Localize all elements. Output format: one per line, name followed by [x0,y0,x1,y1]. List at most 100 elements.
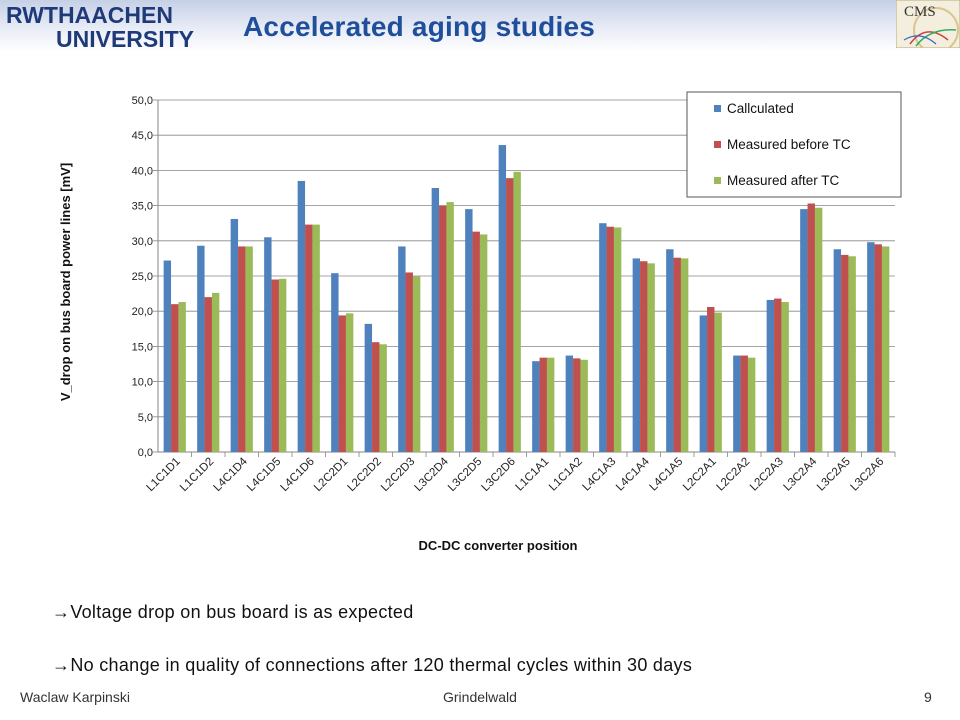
logo-line1: RWTHAACHEN [6,2,173,28]
bar [345,313,354,452]
bar [171,304,179,452]
bar [580,359,588,452]
bar [513,171,521,453]
bar [405,272,413,452]
bar [305,224,313,452]
y-tick-label: 50,0 [132,95,153,107]
x-tick-label: L2C2A1 [681,456,719,494]
bar [640,261,648,452]
x-tick-label: L1C1D1 [145,456,183,494]
logo-line2: UNIVERSITY [56,26,194,51]
bar [747,357,756,452]
bar [278,278,287,452]
legend-label: Measured after TC [727,173,840,188]
x-tick-label: L1C1D2 [178,456,216,494]
bar [331,273,339,452]
y-axis-title: V_drop on bus board power lines [mV] [58,163,73,401]
x-tick-label: L2C2D3 [379,456,417,494]
x-tick-label: L4C1A5 [647,456,685,494]
y-tick-label: 20,0 [132,306,153,318]
bar [565,355,574,452]
bar [833,249,842,452]
bullet-1-text: Voltage drop on bus board is as expected [70,602,414,622]
x-tick-label: L3C2D5 [446,456,484,494]
bar [238,246,246,452]
bar [364,323,373,452]
bar [714,312,722,452]
legend-swatch [714,177,721,184]
bar [774,298,782,452]
x-tick-label: L4C1D5 [245,456,283,494]
bar [211,292,220,452]
bullet-1: →Voltage drop on bus board is as expecte… [52,602,414,623]
bar-chart: 0,0 5,0 10,0 15,0 20,0 25,0 30,0 35,0 40,0 45,0 50… [58,91,902,553]
bar [807,203,815,452]
x-tick-label: L3C2A6 [848,456,886,494]
bar [647,263,655,452]
bar [606,226,614,452]
x-tick-label: L2C2D1 [312,456,350,494]
bar [800,209,808,452]
bar [506,178,514,453]
x-tick-label: L4C1D6 [279,456,317,494]
bar [264,237,272,452]
y-tick-label: 5,0 [138,412,153,424]
bar [546,357,555,452]
bar [573,358,581,452]
bullet-2-arrow: → [52,655,71,675]
bullet-1-arrow: → [52,602,71,622]
bar [431,188,440,452]
legend-label: Measured before TC [727,137,851,152]
bullet-2-text: No change in quality of connections afte… [70,655,693,675]
rwth-logo: RWTHAACHEN UNIVERSITY [4,1,194,52]
bar [245,246,253,452]
bullet-2: →No change in quality of connections aft… [52,655,692,676]
bar [412,276,421,452]
cms-logo: CMS [895,0,960,53]
legend-swatch [714,105,721,112]
x-axis-title: DC-DC converter position [419,538,578,553]
bar [297,180,306,452]
legend-swatch [714,141,721,148]
bar [379,344,387,452]
bar [781,302,789,452]
x-tick-label: L1C1A2 [547,456,585,494]
bar [539,357,547,452]
y-tick-label: 45,0 [132,130,153,142]
y-tick-label: 35,0 [132,201,153,213]
bar [707,306,715,452]
x-tick-label: L3C2A5 [815,456,853,494]
y-tick-label: 10,0 [132,377,153,389]
footer-author: Waclaw Karpinski [20,689,130,705]
bar [312,224,320,452]
bar [666,249,674,452]
bar [733,355,741,452]
x-tick-label: L4C1A4 [614,455,652,493]
bar [613,227,622,452]
bar [867,242,875,452]
x-tick-label: L4C1A3 [580,456,618,494]
bar [230,218,239,452]
x-tick-label: L3C2A4 [781,455,819,493]
slide-header: RWTHAACHEN UNIVERSITY Accelerated aging … [0,0,960,53]
footer-page-number: 9 [924,689,932,705]
y-tick-label: 0,0 [138,447,153,459]
cms-logo-text: CMS [904,4,936,20]
bar [197,245,205,452]
bar [498,145,507,452]
x-tick-label: L1C1A1 [513,456,551,494]
bar [479,234,488,452]
y-tick-label: 30,0 [132,236,153,248]
bar [740,355,748,452]
x-tick-label: L2C2A3 [748,456,786,494]
x-tick-label: L4C1D4 [212,455,251,494]
bar [338,315,346,452]
x-tick-label: L3C2D4 [413,455,452,494]
slide-title: Accelerated aging studies [243,11,596,42]
x-tick-label: L2C2D2 [346,456,384,494]
bar [632,258,641,452]
y-tick-label: 25,0 [132,271,153,283]
bar [178,302,186,452]
bar [204,297,212,452]
bar [814,207,823,452]
